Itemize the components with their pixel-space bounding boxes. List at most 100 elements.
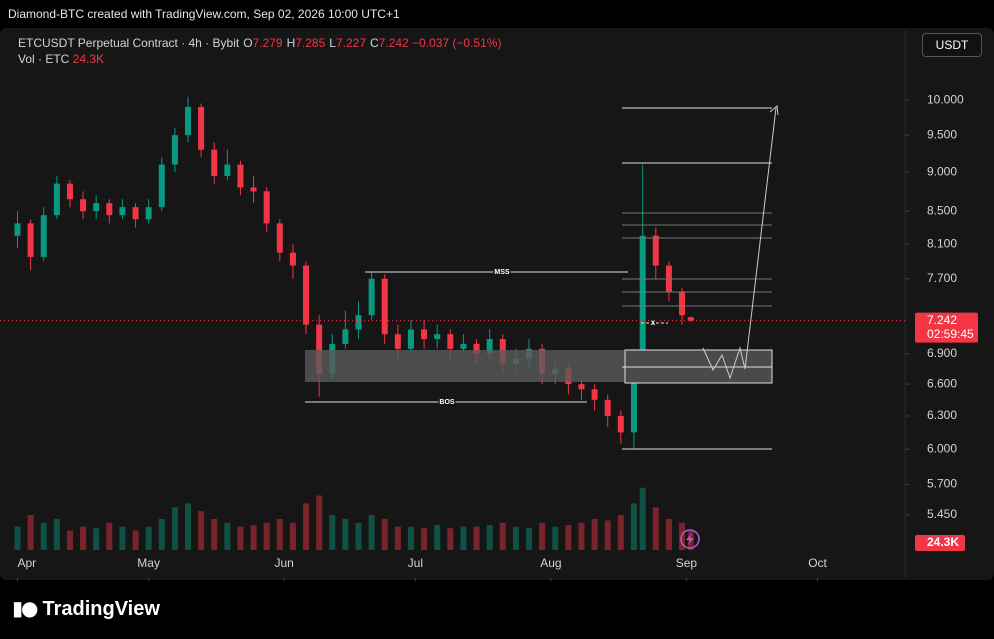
currency-button[interactable]: USDT bbox=[922, 33, 982, 57]
volume-bar bbox=[394, 526, 401, 550]
legend-key: L bbox=[329, 36, 336, 50]
arrow-head bbox=[769, 105, 779, 116]
y-tick-label: 7.700 bbox=[927, 271, 957, 285]
y-tick-label: 9.500 bbox=[927, 127, 957, 141]
volume-bar bbox=[198, 511, 205, 550]
candle-body bbox=[93, 203, 100, 212]
volume-bar bbox=[342, 518, 349, 550]
candle-body bbox=[53, 183, 60, 216]
legend-row: Vol · ETC 24.3K bbox=[18, 51, 501, 67]
chart-panel bbox=[0, 28, 994, 580]
legend-value: 7.242 bbox=[378, 36, 409, 50]
candle-body bbox=[132, 207, 139, 220]
volume-bar bbox=[381, 518, 388, 550]
candle-body bbox=[368, 278, 375, 316]
candle-body bbox=[687, 317, 694, 321]
volume-bar bbox=[486, 525, 493, 550]
legend-key: H bbox=[286, 36, 296, 50]
projection bbox=[702, 107, 777, 380]
y-tick-label: 6.300 bbox=[927, 408, 957, 422]
y-tick-label: 8.500 bbox=[927, 203, 957, 217]
volume-bar bbox=[604, 520, 611, 550]
legend-row: ETCUSDT Perpetual Contract · 4h · Bybit O… bbox=[18, 35, 501, 51]
y-tick-label: 6.600 bbox=[927, 376, 957, 390]
candle-body bbox=[617, 415, 624, 433]
volume-bar bbox=[421, 528, 428, 550]
volume-bar bbox=[591, 518, 598, 550]
logo: ▮● TradingView bbox=[12, 596, 160, 621]
volume-bar bbox=[184, 503, 191, 550]
y-tick-label: 5.450 bbox=[927, 507, 957, 521]
candle-body bbox=[14, 223, 21, 236]
candle-body bbox=[486, 339, 493, 354]
volume-bar bbox=[66, 530, 73, 550]
volume-bar bbox=[40, 522, 47, 550]
countdown: 02:59:45 bbox=[927, 327, 974, 341]
volume-bar bbox=[368, 515, 375, 550]
candle-body bbox=[591, 389, 598, 400]
volume-bar bbox=[132, 530, 139, 550]
volume-bar bbox=[80, 526, 87, 550]
volume-bar bbox=[460, 526, 467, 550]
candle-body bbox=[250, 187, 257, 192]
y-tick-label: 8.100 bbox=[927, 236, 957, 250]
volume-bar bbox=[512, 526, 519, 550]
volume-bar bbox=[407, 526, 414, 550]
legend-value: 7.285 bbox=[295, 36, 326, 50]
volume-bar bbox=[526, 528, 533, 550]
candle-body bbox=[394, 334, 401, 349]
x-tick-label: Aug bbox=[540, 556, 561, 570]
logo-mark: ▮● bbox=[12, 596, 39, 620]
volume-bar bbox=[237, 526, 244, 550]
volume-bar bbox=[263, 522, 270, 550]
candle-body bbox=[106, 203, 113, 216]
legend: ETCUSDT Perpetual Contract · 4h · Bybit O… bbox=[18, 35, 501, 67]
candle-body bbox=[158, 164, 165, 208]
candle-body bbox=[639, 235, 646, 354]
brand: TradingView bbox=[42, 598, 160, 620]
candle-body bbox=[40, 215, 47, 257]
volume-bar bbox=[630, 503, 637, 550]
candle-body bbox=[66, 183, 73, 200]
legend-value: 7.227 bbox=[335, 36, 366, 50]
series: 10.000 9.500 9.000 8.500 8.100 7.700 6.900 6.60… bbox=[0, 30, 964, 581]
candle-body bbox=[119, 207, 126, 216]
candle-body bbox=[171, 135, 178, 165]
candle-body bbox=[407, 329, 414, 349]
y-tick-label: 6.900 bbox=[927, 346, 957, 360]
volume-bar bbox=[355, 522, 362, 550]
volume-bar bbox=[106, 522, 113, 550]
volume-bar bbox=[539, 522, 546, 550]
x-tick-label: Jul bbox=[408, 556, 423, 570]
y-tick-label: 5.700 bbox=[927, 476, 957, 490]
volume-value: 24.3K bbox=[72, 52, 105, 66]
x-tick-label: Sep bbox=[676, 556, 698, 570]
volume-bar bbox=[434, 525, 441, 550]
legend-value: 7.279 bbox=[252, 36, 283, 50]
volume-bar bbox=[119, 526, 126, 550]
candle-body bbox=[460, 343, 467, 349]
x-tick-label: Apr bbox=[17, 556, 36, 570]
x-tick-label: Oct bbox=[808, 556, 827, 570]
candle-body bbox=[276, 223, 283, 253]
change: −0.037 (−0.51%) bbox=[412, 36, 502, 50]
volume-bar bbox=[93, 528, 100, 550]
candle-body bbox=[237, 164, 244, 188]
candle-body bbox=[184, 106, 191, 136]
candle-body bbox=[211, 149, 218, 176]
y-tick-label: 6.000 bbox=[927, 441, 957, 455]
volume-bar bbox=[499, 522, 506, 550]
volume-bar bbox=[158, 518, 165, 550]
volume-bar bbox=[447, 528, 454, 550]
annotation: BOS bbox=[439, 399, 455, 406]
y-tick-label: 9.000 bbox=[927, 164, 957, 178]
volume-bar bbox=[303, 503, 310, 550]
candle-body bbox=[289, 252, 296, 266]
alert-icon[interactable] bbox=[680, 529, 700, 549]
annotation: MSS bbox=[494, 269, 510, 276]
volume-bar bbox=[665, 518, 672, 550]
y-tick-label: 10.000 bbox=[927, 92, 964, 106]
volume-bar bbox=[53, 518, 60, 550]
candle-body bbox=[679, 292, 686, 316]
